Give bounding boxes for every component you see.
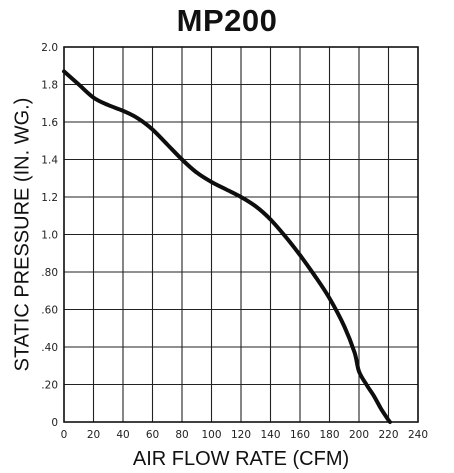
y-axis-label: STATIC PRESSURE (IN. WG.) — [11, 98, 33, 372]
y-tick-label: .80 — [41, 267, 58, 279]
x-axis-ticks: 0 20 40 60 80 100 120 140 160 180 200 220 240 — [61, 429, 428, 441]
x-tick-label: 100 — [201, 429, 221, 441]
y-tick-label: .20 — [41, 380, 58, 392]
x-tick-label: 240 — [408, 429, 428, 441]
y-tick-label: .40 — [41, 342, 58, 354]
chart-title: MP200 — [176, 3, 278, 38]
x-tick-label: 60 — [146, 429, 159, 441]
y-tick-label: 1.4 — [41, 155, 58, 167]
y-tick-label: 1.2 — [41, 192, 58, 204]
y-tick-label: 2.0 — [41, 42, 58, 54]
x-tick-label: 160 — [290, 429, 310, 441]
x-axis-label: AIR FLOW RATE (CFM) — [133, 448, 349, 470]
x-tick-label: 80 — [175, 429, 188, 441]
y-tick-label: .60 — [41, 305, 58, 317]
y-tick-label: 1.6 — [41, 117, 58, 129]
y-tick-label: 1.0 — [41, 230, 58, 242]
x-tick-label: 120 — [231, 429, 251, 441]
grid — [63, 46, 419, 423]
x-tick-label: 40 — [116, 429, 129, 441]
y-tick-label: 1.8 — [41, 80, 58, 92]
x-tick-label: 140 — [260, 429, 280, 441]
y-tick-label: 0 — [51, 417, 58, 429]
x-tick-label: 220 — [378, 429, 398, 441]
series-line — [62, 69, 392, 424]
x-tick-label: 180 — [319, 429, 339, 441]
plot-frame — [63, 46, 419, 423]
x-tick-label: 200 — [349, 429, 369, 441]
x-tick-label: 20 — [87, 429, 100, 441]
x-tick-label: 0 — [61, 429, 68, 441]
y-axis-ticks: 0 .20 .40 .60 .80 1.0 1.2 1.4 1.6 1.8 2.0 — [41, 42, 58, 429]
